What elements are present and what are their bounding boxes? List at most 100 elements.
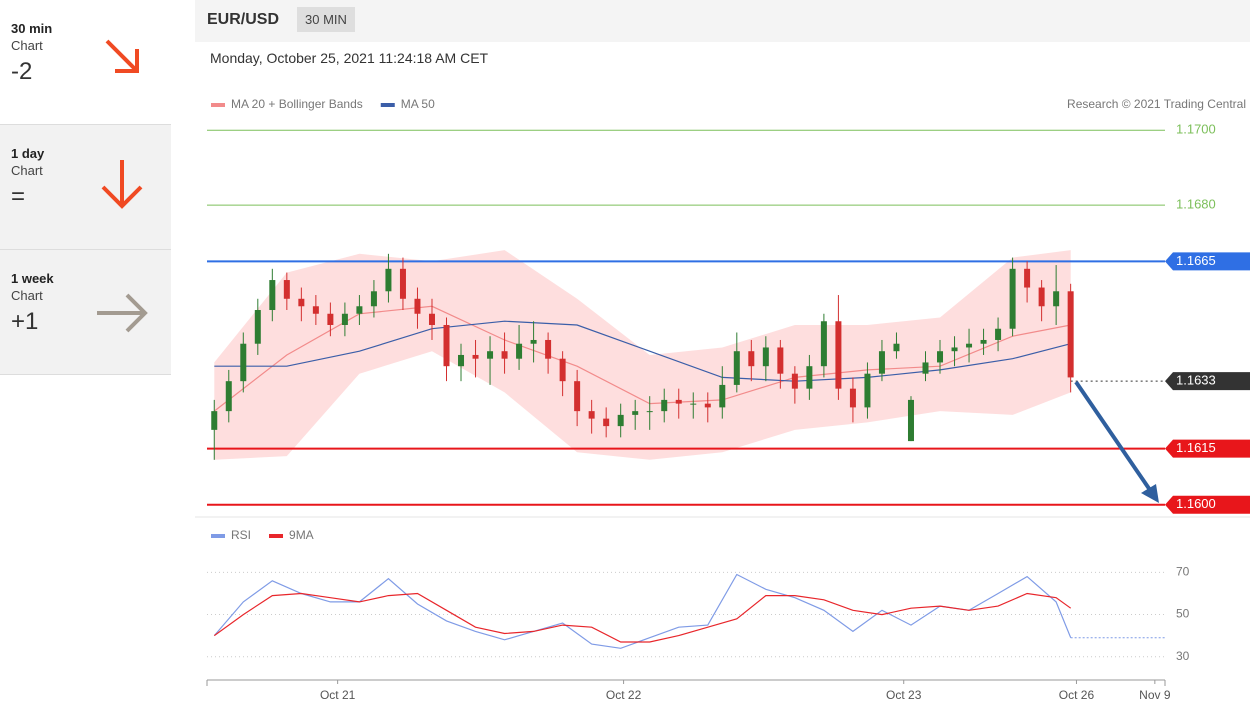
candle-body (617, 414, 624, 427)
legend-swatch (211, 534, 225, 538)
level-tag (1165, 372, 1250, 391)
arrow-icon (105, 39, 139, 73)
candle-body (211, 411, 218, 430)
candle-body (632, 411, 639, 415)
candle-body (849, 388, 856, 408)
candle-body (356, 306, 363, 314)
candle-body (675, 399, 682, 404)
candle-body (603, 418, 610, 427)
candle-body (516, 343, 523, 359)
candle-body (428, 313, 435, 325)
legend-label: RSI (231, 528, 251, 542)
candle-body (269, 280, 276, 311)
candle-body (922, 362, 929, 374)
candle-body (399, 268, 406, 299)
candle-body (733, 351, 740, 385)
level-label: 1.1600 (1176, 496, 1216, 511)
timestamp: Monday, October 25, 2021 11:24:18 AM CET (210, 50, 489, 66)
candle-body (719, 384, 726, 408)
legend-label: MA 50 (401, 97, 435, 111)
candle-body (298, 298, 305, 307)
level-label: 1.1633 (1176, 373, 1216, 388)
candle-body (646, 411, 653, 413)
candle-body (545, 339, 552, 359)
legend-swatch (380, 103, 395, 107)
candle-body (777, 347, 784, 374)
candle-body (501, 351, 508, 359)
rsi-panel: RSI 9MA 30 50 70 Oct 21 Oct 22 Oct 23 Oct 26 Nov … (206, 528, 1190, 702)
level-label: 1.1665 (1176, 253, 1216, 268)
item-title: 1 week (11, 271, 54, 286)
level-tag (1165, 252, 1250, 271)
candle-body (1067, 291, 1074, 378)
candle-body (966, 343, 973, 348)
candle-body (574, 381, 581, 412)
candle-body (487, 351, 494, 359)
candle-body (806, 366, 813, 389)
x-tick-label: Nov 9 (1139, 688, 1171, 702)
candle-body (327, 313, 334, 325)
level-label: 1.1615 (1176, 440, 1216, 455)
candle-body (704, 403, 711, 408)
candle-body (661, 399, 668, 412)
candle-body (312, 306, 319, 314)
legend-label: MA 20 + Bollinger Bands (231, 97, 363, 111)
legend-label: 9MA (289, 528, 314, 542)
item-value: +1 (11, 308, 39, 335)
candle-body (414, 298, 421, 314)
candle-body (1009, 268, 1016, 329)
candle-body (559, 358, 566, 382)
candle-body (530, 339, 537, 344)
candle-body (893, 343, 900, 352)
forecast-arrow (1074, 380, 1159, 503)
candle-body (458, 354, 465, 367)
x-tick-label: Oct 21 (320, 688, 356, 702)
candle-body (937, 351, 944, 363)
item-value: = (11, 183, 26, 210)
price-panel: MA 20 + Bollinger Bands MA 50 1.1700 1.1680… (207, 97, 1250, 514)
item-subtitle: Chart (11, 38, 43, 53)
x-tick-label: Oct 26 (1059, 688, 1095, 702)
candle-body (878, 351, 885, 374)
candle-body (588, 411, 595, 419)
item-subtitle: Chart (11, 163, 43, 178)
bollinger-band (214, 250, 1071, 460)
rsi-line (213, 592, 1072, 643)
header: EUR/USD 30 MIN (195, 0, 1250, 42)
sidebar: 30 min Chart -2 1 day Chart = 1 week Cha… (0, 0, 171, 375)
candle-body (995, 328, 1002, 340)
candle-body (1024, 268, 1031, 288)
candle-body (835, 321, 842, 389)
candle-body (370, 291, 377, 307)
timeframe[interactable]: 30 MIN (297, 7, 355, 32)
candle-body (762, 347, 769, 367)
candle-body (791, 373, 798, 389)
level-label: 1.1700 (1176, 122, 1216, 137)
level-tag (1165, 495, 1250, 514)
arrow-icon (101, 160, 143, 209)
candle-body (951, 347, 958, 352)
candle-body (472, 354, 479, 359)
level-tag (1165, 439, 1250, 458)
level-label: 1.1680 (1176, 197, 1216, 212)
outlook-item[interactable]: 30 min Chart -2 (0, 0, 171, 125)
candle-body (385, 268, 392, 292)
outlook-item[interactable]: 1 week Chart +1 (0, 250, 171, 375)
candle-body (240, 343, 247, 382)
candle-body (748, 351, 755, 367)
outlook-item[interactable]: 1 day Chart = (0, 125, 171, 250)
candle-body (341, 313, 348, 325)
legend-swatch (211, 103, 225, 107)
credit: Research © 2021 Trading Central (1067, 97, 1246, 111)
candle-body (225, 381, 232, 412)
candle-body (283, 280, 290, 299)
candle-body (980, 339, 987, 344)
item-title: 1 day (11, 146, 45, 161)
candle-body (254, 310, 261, 344)
candle-body (1053, 291, 1060, 307)
candle-body (1038, 287, 1045, 307)
y-tick-label: 30 (1176, 649, 1190, 663)
y-tick-label: 50 (1176, 607, 1190, 621)
